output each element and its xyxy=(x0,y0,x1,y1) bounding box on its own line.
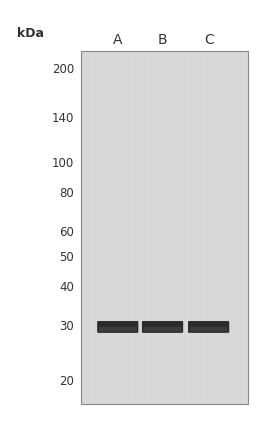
Text: 140: 140 xyxy=(52,112,74,125)
Text: 60: 60 xyxy=(59,226,74,239)
Text: 200: 200 xyxy=(52,63,74,76)
FancyBboxPatch shape xyxy=(143,327,182,332)
Text: 100: 100 xyxy=(52,157,74,170)
FancyBboxPatch shape xyxy=(99,327,137,332)
Text: 80: 80 xyxy=(59,187,74,201)
Text: 30: 30 xyxy=(59,321,74,333)
Text: A: A xyxy=(113,33,123,47)
Text: 40: 40 xyxy=(59,281,74,294)
Text: 50: 50 xyxy=(59,251,74,264)
FancyBboxPatch shape xyxy=(189,327,228,332)
Text: 20: 20 xyxy=(59,376,74,388)
Bar xyxy=(81,51,248,404)
FancyBboxPatch shape xyxy=(142,321,183,333)
FancyBboxPatch shape xyxy=(97,321,138,333)
FancyBboxPatch shape xyxy=(188,321,229,333)
Text: kDa: kDa xyxy=(17,27,44,40)
Text: C: C xyxy=(204,33,214,47)
Text: B: B xyxy=(158,33,167,47)
